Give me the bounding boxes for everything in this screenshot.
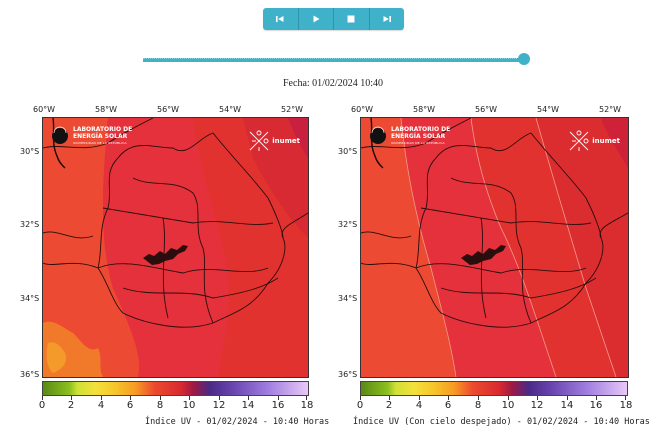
uv-clear-sky-map-panel: 60°W 58°W 56°W 54°W 52°W 30°S 32°S 34°S … [318, 102, 650, 427]
colorbar-tick-labels: 0 2 4 6 8 10 12 14 16 18 [356, 400, 633, 412]
date-label: Fecha: 01/02/2024 10:40 [283, 78, 383, 89]
longitude-labels: 60°W 58°W 56°W 54°W 52°W [318, 105, 622, 117]
sun-logo-icon [52, 126, 68, 144]
slider-handle[interactable] [518, 53, 530, 65]
tick-label: 2 [67, 400, 75, 411]
tick-label: 0 [356, 400, 364, 411]
tick-label: 4 [97, 400, 105, 411]
time-slider[interactable] [143, 53, 530, 65]
logo-line1: LABORATORIO DE [73, 126, 133, 133]
tick-label: 8 [156, 400, 164, 411]
lon-label: 58°W [95, 105, 118, 114]
longitude-labels: 60°W 58°W 56°W 54°W 52°W [0, 105, 304, 117]
lon-label: 60°W [351, 105, 374, 114]
tick-label: 8 [474, 400, 482, 411]
lat-label: 32°S [20, 220, 40, 229]
tick-label: 12 [212, 400, 226, 411]
uv-index-map-panel: 60°W 58°W 56°W 54°W 52°W 30°S 32°S 34°S … [0, 102, 329, 427]
lon-label: 56°W [157, 105, 180, 114]
logo-line3: UNIVERSIDAD DE LA REPÚBLICA [391, 141, 445, 145]
skip-to-end-button[interactable] [369, 8, 404, 30]
lon-label: 52°W [281, 105, 304, 114]
tick-label: 6 [444, 400, 452, 411]
tick-label: 14 [241, 400, 255, 411]
tick-label: 0 [38, 400, 46, 411]
tick-label: 18 [619, 400, 633, 411]
skip-back-icon [276, 16, 284, 22]
lon-label: 54°W [537, 105, 560, 114]
tick-label: 6 [126, 400, 134, 411]
tick-label: 2 [385, 400, 393, 411]
latitude-labels: 30°S 32°S 34°S 36°S [0, 102, 40, 382]
tick-label: 10 [182, 400, 196, 411]
tick-label: 16 [271, 400, 285, 411]
inumet-label: inumet [272, 137, 300, 145]
colorbar-tick-labels: 0 2 4 6 8 10 12 14 16 18 [38, 400, 314, 412]
tick-label: 14 [560, 400, 574, 411]
lon-label: 52°W [599, 105, 622, 114]
stop-icon [347, 15, 355, 23]
play-icon [313, 15, 320, 23]
skip-to-start-button[interactable] [263, 8, 299, 30]
play-button[interactable] [298, 8, 334, 30]
lat-label: 36°S [20, 370, 40, 379]
uv-clear-sky-map-title: Índice UV (Con cielo despejado) - 01/02/… [353, 417, 650, 427]
logo-line1: LABORATORIO DE [391, 126, 451, 133]
uv-map-graphic [43, 118, 308, 377]
uv-colorbar [42, 381, 309, 396]
weather-compass-icon [569, 130, 589, 151]
logo-line2: ENERGÍA SOLAR [73, 133, 128, 140]
logo-line2: ENERGÍA SOLAR [391, 133, 446, 140]
lat-label: 34°S [338, 294, 358, 303]
lon-label: 58°W [413, 105, 436, 114]
uv-clear-sky-colorbar [360, 381, 628, 396]
laboratorio-energia-solar-logo: LABORATORIO DE ENERGÍA SOLAR UNIVERSIDAD… [51, 126, 132, 147]
tick-label: 18 [300, 400, 314, 411]
tick-label: 4 [415, 400, 423, 411]
skip-forward-icon [383, 16, 391, 22]
uv-clear-sky-map-graphic [361, 118, 628, 377]
lon-label: 56°W [475, 105, 498, 114]
uv-clear-sky-map[interactable]: LABORATORIO DE ENERGÍA SOLAR UNIVERSIDAD… [360, 117, 629, 378]
playback-controls [263, 8, 404, 30]
slider-track[interactable] [143, 58, 523, 62]
colorbar-ticks [42, 396, 307, 400]
lat-label: 30°S [338, 147, 358, 156]
tick-label: 16 [589, 400, 603, 411]
uv-map-title: Índice UV - 01/02/2024 - 10:40 Horas [145, 417, 330, 427]
inumet-logo: inumet [566, 128, 620, 154]
weather-compass-icon [249, 130, 269, 151]
inumet-label: inumet [592, 137, 620, 145]
tick-label: 10 [501, 400, 515, 411]
uv-index-map[interactable]: LABORATORIO DE ENERGÍA SOLAR UNIVERSIDAD… [42, 117, 309, 378]
lon-label: 54°W [219, 105, 242, 114]
lat-label: 34°S [20, 294, 40, 303]
colorbar-ticks [360, 396, 626, 400]
lat-label: 36°S [338, 370, 358, 379]
laboratorio-energia-solar-logo: LABORATORIO DE ENERGÍA SOLAR UNIVERSIDAD… [369, 126, 450, 147]
logo-line3: UNIVERSIDAD DE LA REPÚBLICA [73, 141, 127, 145]
lat-label: 32°S [338, 220, 358, 229]
latitude-labels: 30°S 32°S 34°S 36°S [318, 102, 358, 382]
lat-label: 30°S [20, 147, 40, 156]
lon-label: 60°W [33, 105, 56, 114]
sun-logo-icon [370, 126, 386, 144]
tick-label: 12 [530, 400, 544, 411]
inumet-logo: inumet [246, 128, 300, 154]
stop-button[interactable] [334, 8, 370, 30]
